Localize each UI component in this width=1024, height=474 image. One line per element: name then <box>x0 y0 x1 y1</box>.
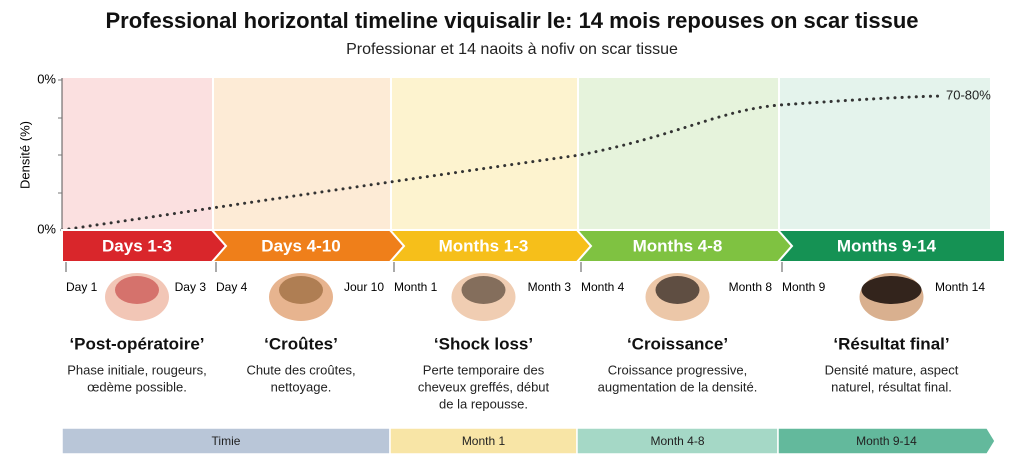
phase-description: augmentation de la densité. <box>598 379 758 394</box>
phase-description: Chute des croûtes, <box>246 362 355 377</box>
end-label: Jour 10 <box>344 280 384 294</box>
phase-name: ‘Croissance’ <box>627 334 728 353</box>
phase-name: ‘Shock loss’ <box>434 334 533 353</box>
bottom-label: Month 1 <box>462 434 506 448</box>
phase-description: de la repousse. <box>439 396 528 411</box>
y-top-label: 0% <box>37 71 56 86</box>
band <box>62 78 212 230</box>
end-label: 70-80% <box>946 87 991 102</box>
background-bands <box>62 78 990 230</box>
y-ticks <box>58 79 62 194</box>
phase-label: Months 4-8 <box>633 236 723 255</box>
phase-arrow <box>775 229 1006 263</box>
phase-description: cheveux greffés, début <box>418 379 550 394</box>
band <box>780 78 990 230</box>
end-label: Month 8 <box>729 280 773 294</box>
hair-icon <box>655 276 700 304</box>
bottom-label: Timie <box>212 434 241 448</box>
phase-name: ‘Post-opératoire’ <box>69 334 204 353</box>
hair-icon <box>461 276 506 304</box>
start-label: Day 1 <box>66 280 98 294</box>
end-label: Month 14 <box>935 280 985 294</box>
phase-description: Croissance progressive, <box>608 362 747 377</box>
subtitle: Professionar et 14 naoits à nofiv on sca… <box>346 41 678 58</box>
phase-description: œdème possible. <box>87 379 187 394</box>
hair-icon <box>861 276 922 304</box>
start-label: Month 1 <box>394 280 438 294</box>
title: Professional horizontal timeline viquisa… <box>105 8 918 33</box>
bottom-segment <box>777 427 996 455</box>
phase-description: naturel, résultat final. <box>831 379 952 394</box>
end-label: Day 3 <box>175 280 207 294</box>
band <box>214 78 390 230</box>
phase-label: Days 4-10 <box>261 236 340 255</box>
bottom-label: Month 9-14 <box>856 434 917 448</box>
start-label: Month 4 <box>581 280 625 294</box>
phase-description: nettoyage. <box>271 379 332 394</box>
hair-icon <box>115 276 159 304</box>
start-label: Month 9 <box>782 280 826 294</box>
phase-description: Phase initiale, rougeurs, <box>67 362 206 377</box>
phase-description: Perte temporaire des <box>423 362 545 377</box>
hair-icon <box>279 276 323 304</box>
phase-label: Days 1-3 <box>102 236 172 255</box>
band <box>392 78 577 230</box>
phase-name: ‘Résultat final’ <box>833 334 949 353</box>
phase-name: ‘Croûtes’ <box>264 334 338 353</box>
end-label: Month 3 <box>528 280 572 294</box>
band <box>579 78 778 230</box>
phase-label: Months 1-3 <box>439 236 529 255</box>
phase-label: Months 9-14 <box>837 236 937 255</box>
y-bottom-label: 0% <box>37 221 56 236</box>
start-label: Day 4 <box>216 280 248 294</box>
density-curve <box>60 94 942 232</box>
bottom-label: Month 4-8 <box>650 434 704 448</box>
y-axis-label: Densité (%) <box>17 121 32 189</box>
phase-description: Densité mature, aspect <box>825 362 959 377</box>
